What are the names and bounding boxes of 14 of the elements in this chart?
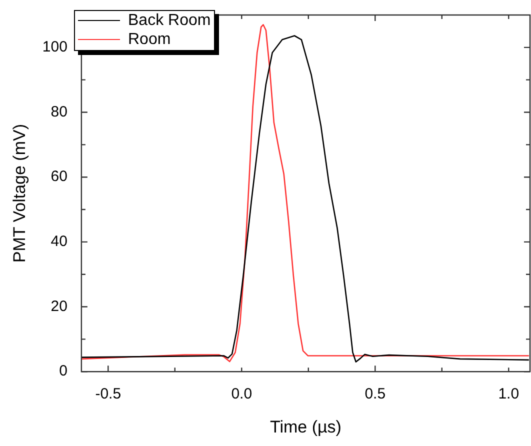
x-tick-label: 1.0 [498,386,520,403]
legend-label: Room [128,30,171,49]
x-tick-label: 0.5 [364,386,386,403]
x-tick-label: -0.5 [95,386,122,403]
x-axis-title: Time (µs) [270,417,342,436]
legend-label: Back Room [128,11,211,30]
y-tick-label: 60 [50,168,68,186]
y-tick-label: 20 [50,298,68,315]
y-tick-label: 100 [42,38,68,56]
y-tick-label: 0 [59,362,68,380]
y-tick-label: 40 [50,233,68,250]
x-tick-label: 0.0 [231,386,252,403]
y-axis-title: PMT Voltage (mV) [10,124,29,263]
y-tick-label: 80 [50,103,68,120]
